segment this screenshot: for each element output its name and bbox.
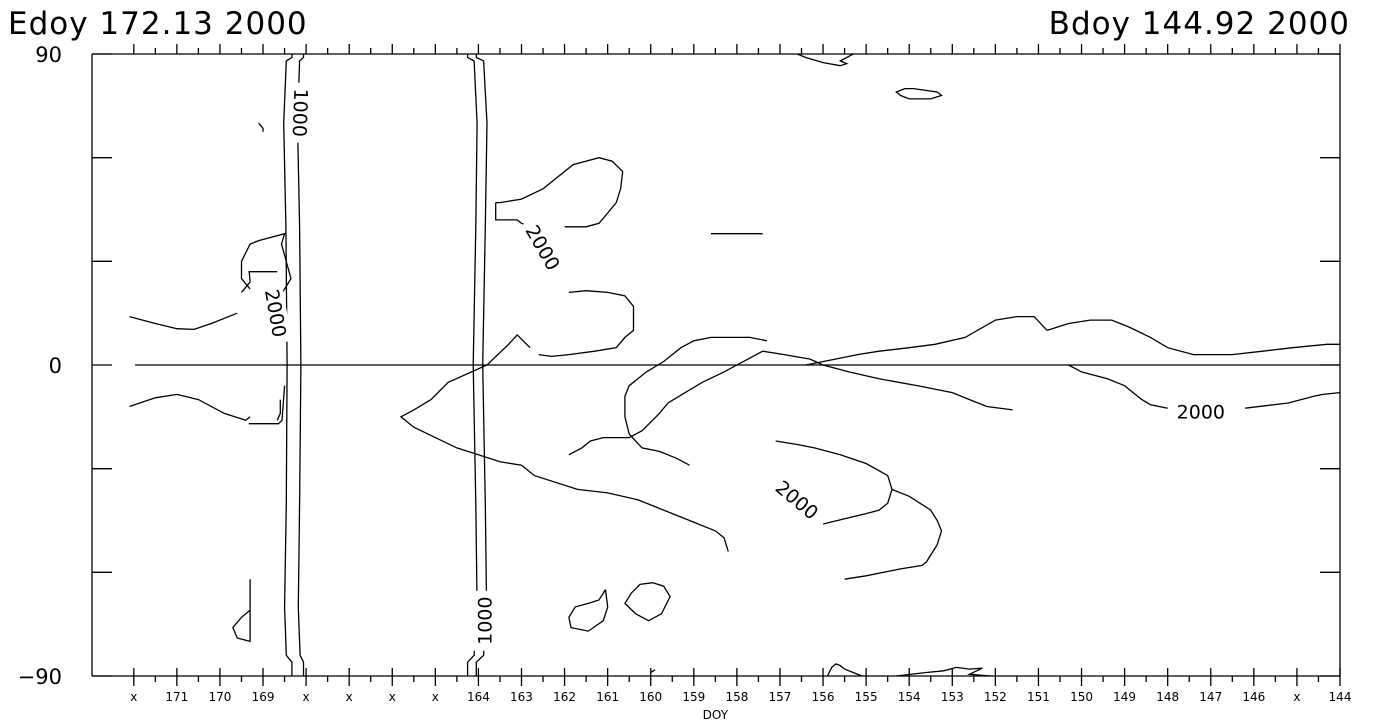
contour-line-23 <box>232 579 251 643</box>
x-tick-label: x <box>346 690 353 704</box>
x-tick-label: 162 <box>553 690 576 704</box>
x-axis-label: DOY <box>703 708 729 722</box>
x-tick-label: 148 <box>1156 690 1179 704</box>
contour-line-6 <box>248 385 286 425</box>
x-tick-label: 161 <box>596 690 619 704</box>
x-tick-label: 153 <box>941 690 964 704</box>
x-axis: x 171 170 169 x x x x 164 163 162 161 160 159 158 157 15… <box>130 44 1351 722</box>
x-tick-label: 146 <box>1242 690 1265 704</box>
x-tick-label: 147 <box>1199 690 1222 704</box>
x-tick-label: x <box>389 690 396 704</box>
contour-label: 1000 <box>474 597 496 645</box>
x-tick-label: 151 <box>1027 690 1050 704</box>
contour-label-bg <box>288 82 313 144</box>
x-tick-label: x <box>1293 690 1300 704</box>
contour-label-bg <box>767 472 828 528</box>
contour-line-22 <box>1068 364 1168 409</box>
contour-label: 1000 <box>288 88 312 137</box>
x-tick-label: 158 <box>725 690 748 704</box>
contour-line-12 <box>538 290 635 358</box>
contour-line-31 <box>650 669 656 674</box>
contour-label-bg <box>473 590 496 651</box>
contour-label-bg <box>518 216 568 279</box>
contour-line-7 <box>241 271 278 293</box>
x-tick-label: 154 <box>898 690 921 704</box>
x-tick-label: x <box>303 690 310 704</box>
contour-line-15 <box>775 440 893 525</box>
contour-line-26 <box>895 87 943 100</box>
x-tick-label: 156 <box>812 690 835 704</box>
x-tick-label: 157 <box>769 690 792 704</box>
contour-line-27 <box>796 53 854 67</box>
contour-line-10 <box>495 157 624 228</box>
x-tick-label: 164 <box>467 690 490 704</box>
contour-line-30 <box>896 666 992 677</box>
y-tick-label: 90 <box>35 43 62 67</box>
x-tick-label: 144 <box>1329 690 1352 704</box>
contour-line-17 <box>568 350 1013 456</box>
contour-line-4 <box>129 312 238 331</box>
contour-label: 2000 <box>521 222 564 275</box>
x-tick-label: 152 <box>984 690 1007 704</box>
contour-line-24 <box>568 589 609 632</box>
y-tick-label: −90 <box>18 665 62 689</box>
contour-line-21 <box>1245 391 1341 409</box>
x-tick-label: 159 <box>682 690 705 704</box>
contour-label-bg <box>259 281 292 345</box>
contour-lines <box>129 53 1341 677</box>
x-tick-label: 170 <box>208 690 231 704</box>
x-tick-label: 163 <box>510 690 533 704</box>
contour-line-28 <box>258 122 264 132</box>
contour-label: 2000 <box>260 288 290 339</box>
contour-label: 2000 <box>1177 402 1225 424</box>
x-tick-label: x <box>130 690 137 704</box>
contour-line-13 <box>399 333 729 552</box>
contour-line-29 <box>826 663 863 677</box>
y-tick-label: 0 <box>49 354 62 378</box>
x-tick-label: 150 <box>1070 690 1093 704</box>
chart-title-right: Bdoy 144.92 2000 <box>1048 6 1350 42</box>
y-axis: 90 0 −90 <box>18 43 1340 689</box>
x-tick-label: 149 <box>1113 690 1136 704</box>
chart-title-left: Edoy 172.13 2000 <box>8 6 308 42</box>
contour-line-8 <box>276 399 281 421</box>
contour-line-16 <box>844 488 943 580</box>
contour-line-14 <box>624 336 768 466</box>
contour-line-20 <box>1046 319 1340 356</box>
x-tick-label: 169 <box>252 690 275 704</box>
contour-line-18 <box>805 315 1048 366</box>
plot-frame <box>91 53 1341 677</box>
x-tick-label: 171 <box>165 690 188 704</box>
contour-line-25 <box>624 582 671 622</box>
x-tick-label: 160 <box>639 690 662 704</box>
contour-label-bg <box>1170 400 1231 423</box>
contour-line-5 <box>129 393 251 422</box>
x-tick-label: 155 <box>855 690 878 704</box>
x-tick-label: x <box>432 690 439 704</box>
